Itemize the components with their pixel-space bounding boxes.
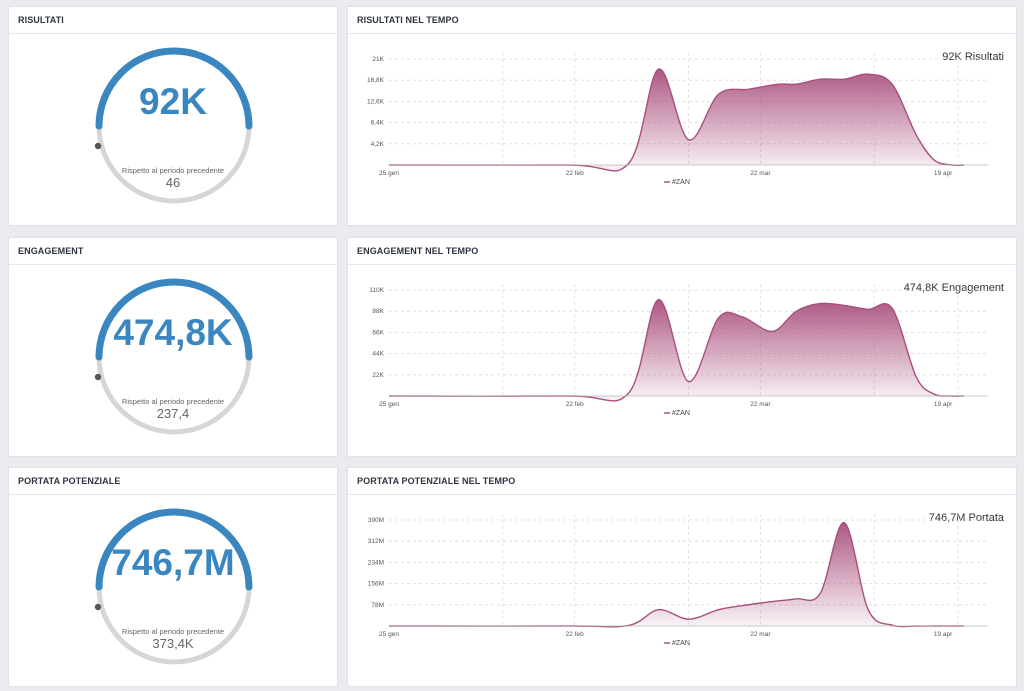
x-tick-label: 19 apr bbox=[934, 401, 953, 408]
x-tick-label: 25 gen bbox=[379, 631, 399, 638]
gauge: 474,8K Rispetto al periodo precedente 23… bbox=[9, 266, 337, 456]
card-header: RISULTATI bbox=[9, 7, 337, 34]
x-tick-label: 22 feb bbox=[566, 170, 584, 177]
y-tick-label: 66K bbox=[372, 329, 384, 336]
y-tick-label: 21K bbox=[372, 56, 384, 63]
area-chart: 78M 156M 234M 312M 390M 25 gen 22 feb 22 mar 19 … bbox=[368, 514, 988, 647]
card-header: PORTATA POTENZIALE bbox=[9, 468, 337, 495]
y-tick-label: 110K bbox=[369, 287, 384, 294]
gauge-marker bbox=[94, 373, 102, 381]
card-title: RISULTATI bbox=[18, 15, 64, 25]
gauge-marker bbox=[94, 142, 102, 150]
x-tick-label: 25 gen bbox=[379, 401, 399, 408]
chart-total: 474,8K Engagement bbox=[903, 282, 1004, 294]
legend-label: #ZAN bbox=[672, 410, 690, 417]
legend-label: #ZAN bbox=[672, 640, 690, 647]
card-title: RISULTATI NEL TEMPO bbox=[357, 15, 459, 25]
compare-label: Rispetto al periodo precedente bbox=[121, 627, 225, 636]
y-tick-label: 156M bbox=[368, 581, 384, 588]
card-header: PORTATA POTENZIALE NEL TEMPO bbox=[348, 468, 1016, 495]
x-tick-label: 22 feb bbox=[566, 631, 584, 638]
y-tick-label: 22K bbox=[372, 372, 384, 379]
gauge-value: 474,8K bbox=[113, 312, 233, 353]
previous-value: 373,4K bbox=[152, 636, 194, 651]
chart-total: 746,7M Portata bbox=[928, 512, 1004, 524]
gauge-ring bbox=[94, 47, 253, 204]
portata-potenziale-card: PORTATA POTENZIALE 746,7M Rispetto al pe… bbox=[8, 467, 338, 687]
y-tick-label: 16,8K bbox=[367, 77, 385, 84]
gauge: 746,7M Rispetto al periodo precedente 37… bbox=[9, 496, 337, 686]
area-fill bbox=[389, 522, 965, 627]
x-tick-label: 22 mar bbox=[750, 631, 771, 638]
area-chart: 4,2K 8,4K 12,6K 16,8K 21K 25 gen 22 feb 22 mar 1… bbox=[367, 53, 988, 186]
area-fill bbox=[389, 68, 965, 171]
x-tick-label: 19 apr bbox=[934, 631, 953, 638]
risultati-nel-tempo-card: RISULTATI NEL TEMPO 92K Risultati 4,2K 8,… bbox=[347, 6, 1017, 226]
gauge-marker bbox=[94, 603, 102, 611]
x-tick-label: 25 gen bbox=[379, 170, 399, 177]
y-tick-label: 78M bbox=[371, 602, 384, 609]
engagement-nel-tempo-card: ENGAGEMENT NEL TEMPO 474,8K Engagement 2… bbox=[347, 237, 1017, 457]
y-tick-label: 4,2K bbox=[371, 141, 385, 148]
y-tick-label: 390M bbox=[368, 517, 384, 524]
card-title: ENGAGEMENT bbox=[18, 246, 84, 256]
y-tick-label: 8,4K bbox=[371, 120, 385, 127]
gauge: 92K Rispetto al periodo precedente 46 bbox=[9, 35, 337, 225]
previous-value: 237,4 bbox=[156, 406, 190, 421]
x-tick-label: 22 mar bbox=[750, 170, 771, 177]
gauge-value: 746,7M bbox=[111, 542, 235, 583]
area-chart: 22K 44K 66K 88K 110K 25 gen 22 feb 22 mar 19 apr… bbox=[369, 284, 988, 417]
card-header: RISULTATI NEL TEMPO bbox=[348, 7, 1016, 34]
series-line bbox=[388, 68, 965, 172]
engagement-card: ENGAGEMENT 474,8K Rispetto al periodo pr… bbox=[8, 237, 338, 457]
y-tick-label: 234M bbox=[368, 559, 384, 566]
series-line bbox=[388, 522, 965, 628]
x-tick-label: 22 feb bbox=[566, 401, 584, 408]
x-tick-label: 22 mar bbox=[750, 401, 771, 408]
y-tick-label: 12,6K bbox=[367, 98, 385, 105]
gauge-ring bbox=[94, 508, 253, 665]
card-title: PORTATA POTENZIALE NEL TEMPO bbox=[357, 476, 516, 486]
x-tick-label: 19 apr bbox=[934, 170, 953, 177]
card-header: ENGAGEMENT bbox=[9, 238, 337, 265]
portata-potenziale-nel-tempo-card: PORTATA POTENZIALE NEL TEMPO 746,7M Port… bbox=[347, 467, 1017, 687]
area-fill bbox=[389, 299, 965, 401]
card-title: ENGAGEMENT NEL TEMPO bbox=[357, 246, 479, 256]
y-tick-label: 88K bbox=[372, 308, 384, 315]
card-header: ENGAGEMENT NEL TEMPO bbox=[348, 238, 1016, 265]
gauge-ring bbox=[94, 278, 253, 435]
series-line bbox=[388, 298, 965, 402]
y-tick-label: 312M bbox=[368, 538, 384, 545]
compare-label: Rispetto al periodo precedente bbox=[121, 397, 225, 406]
compare-label: Rispetto al periodo precedente bbox=[121, 166, 225, 175]
card-title: PORTATA POTENZIALE bbox=[18, 476, 121, 486]
previous-value: 46 bbox=[165, 175, 181, 190]
gauge-value: 92K bbox=[139, 81, 207, 122]
legend-label: #ZAN bbox=[672, 179, 690, 186]
risultati-card: RISULTATI 92K Rispetto al periodo preced… bbox=[8, 6, 338, 226]
y-tick-label: 44K bbox=[372, 351, 384, 358]
